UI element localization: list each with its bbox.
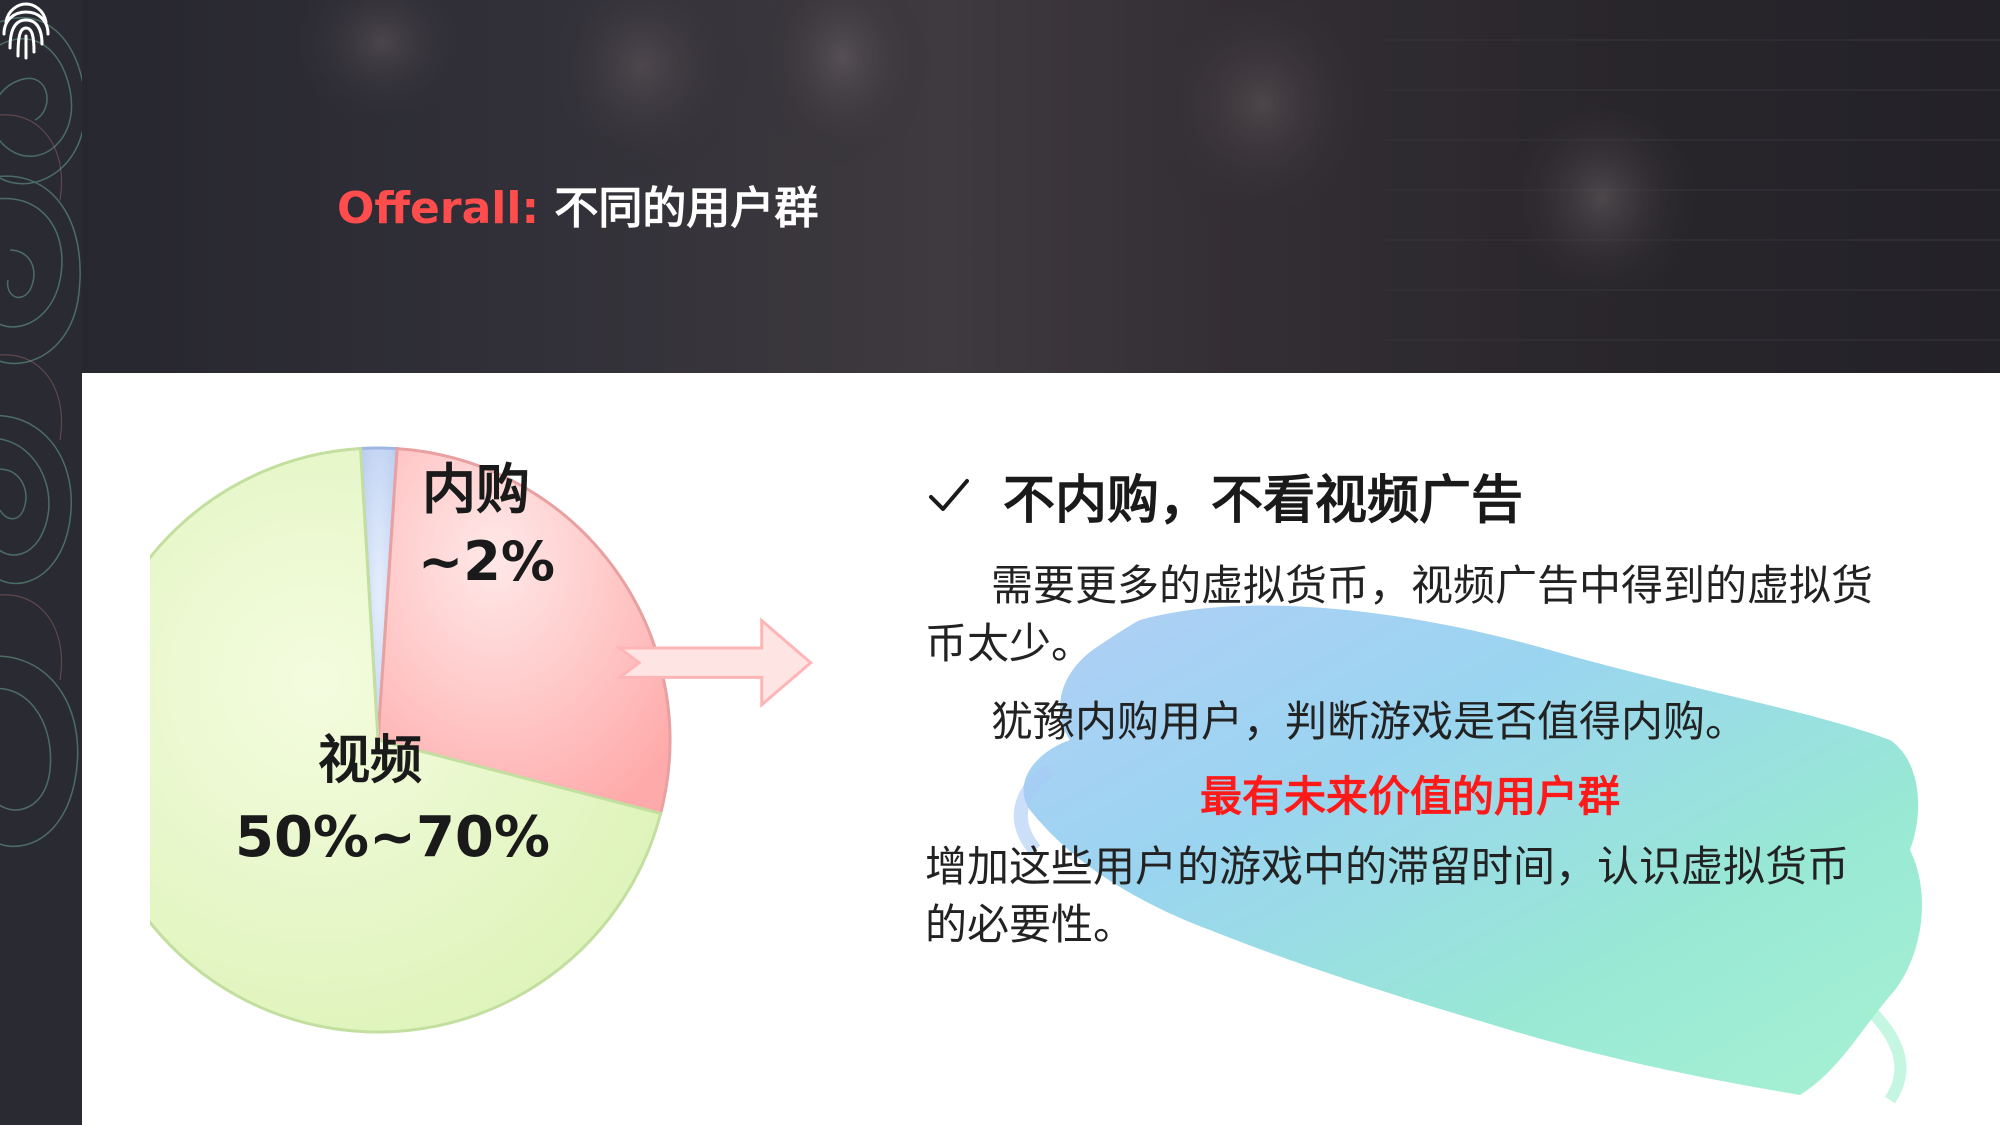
header-photo-band: Offerall: 不同的用户群	[82, 0, 2000, 373]
inapp-label: 内购	[422, 458, 530, 521]
inapp-value: ~2%	[418, 530, 555, 593]
pie-slice-video	[84, 446, 663, 1034]
title-text: 不同的用户群	[539, 183, 819, 234]
heading-row: 不内购，不看视频广告	[925, 455, 1925, 535]
section-heading: 不内购，不看视频广告	[1003, 470, 1524, 531]
video-value: 50%~70%	[235, 805, 550, 870]
video-label: 视频	[318, 731, 423, 791]
highlight-text: 最有未来价值的用户群	[1199, 772, 1620, 821]
user-pie-chart: 内购 ~2% 视频 50%~70%	[84, 440, 850, 1080]
topographic-pattern	[0, 17, 82, 847]
fingerprint-icon	[2, 2, 50, 60]
checkmark-icon	[929, 479, 969, 511]
pie-svg	[84, 446, 813, 1034]
left-decorative-strip	[0, 0, 82, 1125]
paragraph-1: 需要更多的虚拟货币，视频广告中得到的虚拟货币太少。	[925, 561, 1874, 668]
brush-stroke-decoration	[1013, 605, 1922, 1104]
header-photo	[82, 0, 2000, 373]
paragraph-3: 增加这些用户的游戏中的滞留时间，认识虚拟货币的必要性。	[925, 842, 1850, 949]
pie-slice-other	[376, 447, 672, 816]
paragraph-2: 犹豫内购用户，判断游戏是否值得内购。	[991, 697, 1748, 746]
right-arrow-icon	[615, 617, 813, 709]
title-accent: Offerall:	[337, 183, 540, 234]
content-panel: 不内购，不看视频广告 需要更多的虚拟货币，视频广告中得到的虚拟货币太少。 犹豫内…	[925, 455, 1925, 954]
page-title: Offerall: 不同的用户群	[337, 172, 818, 236]
